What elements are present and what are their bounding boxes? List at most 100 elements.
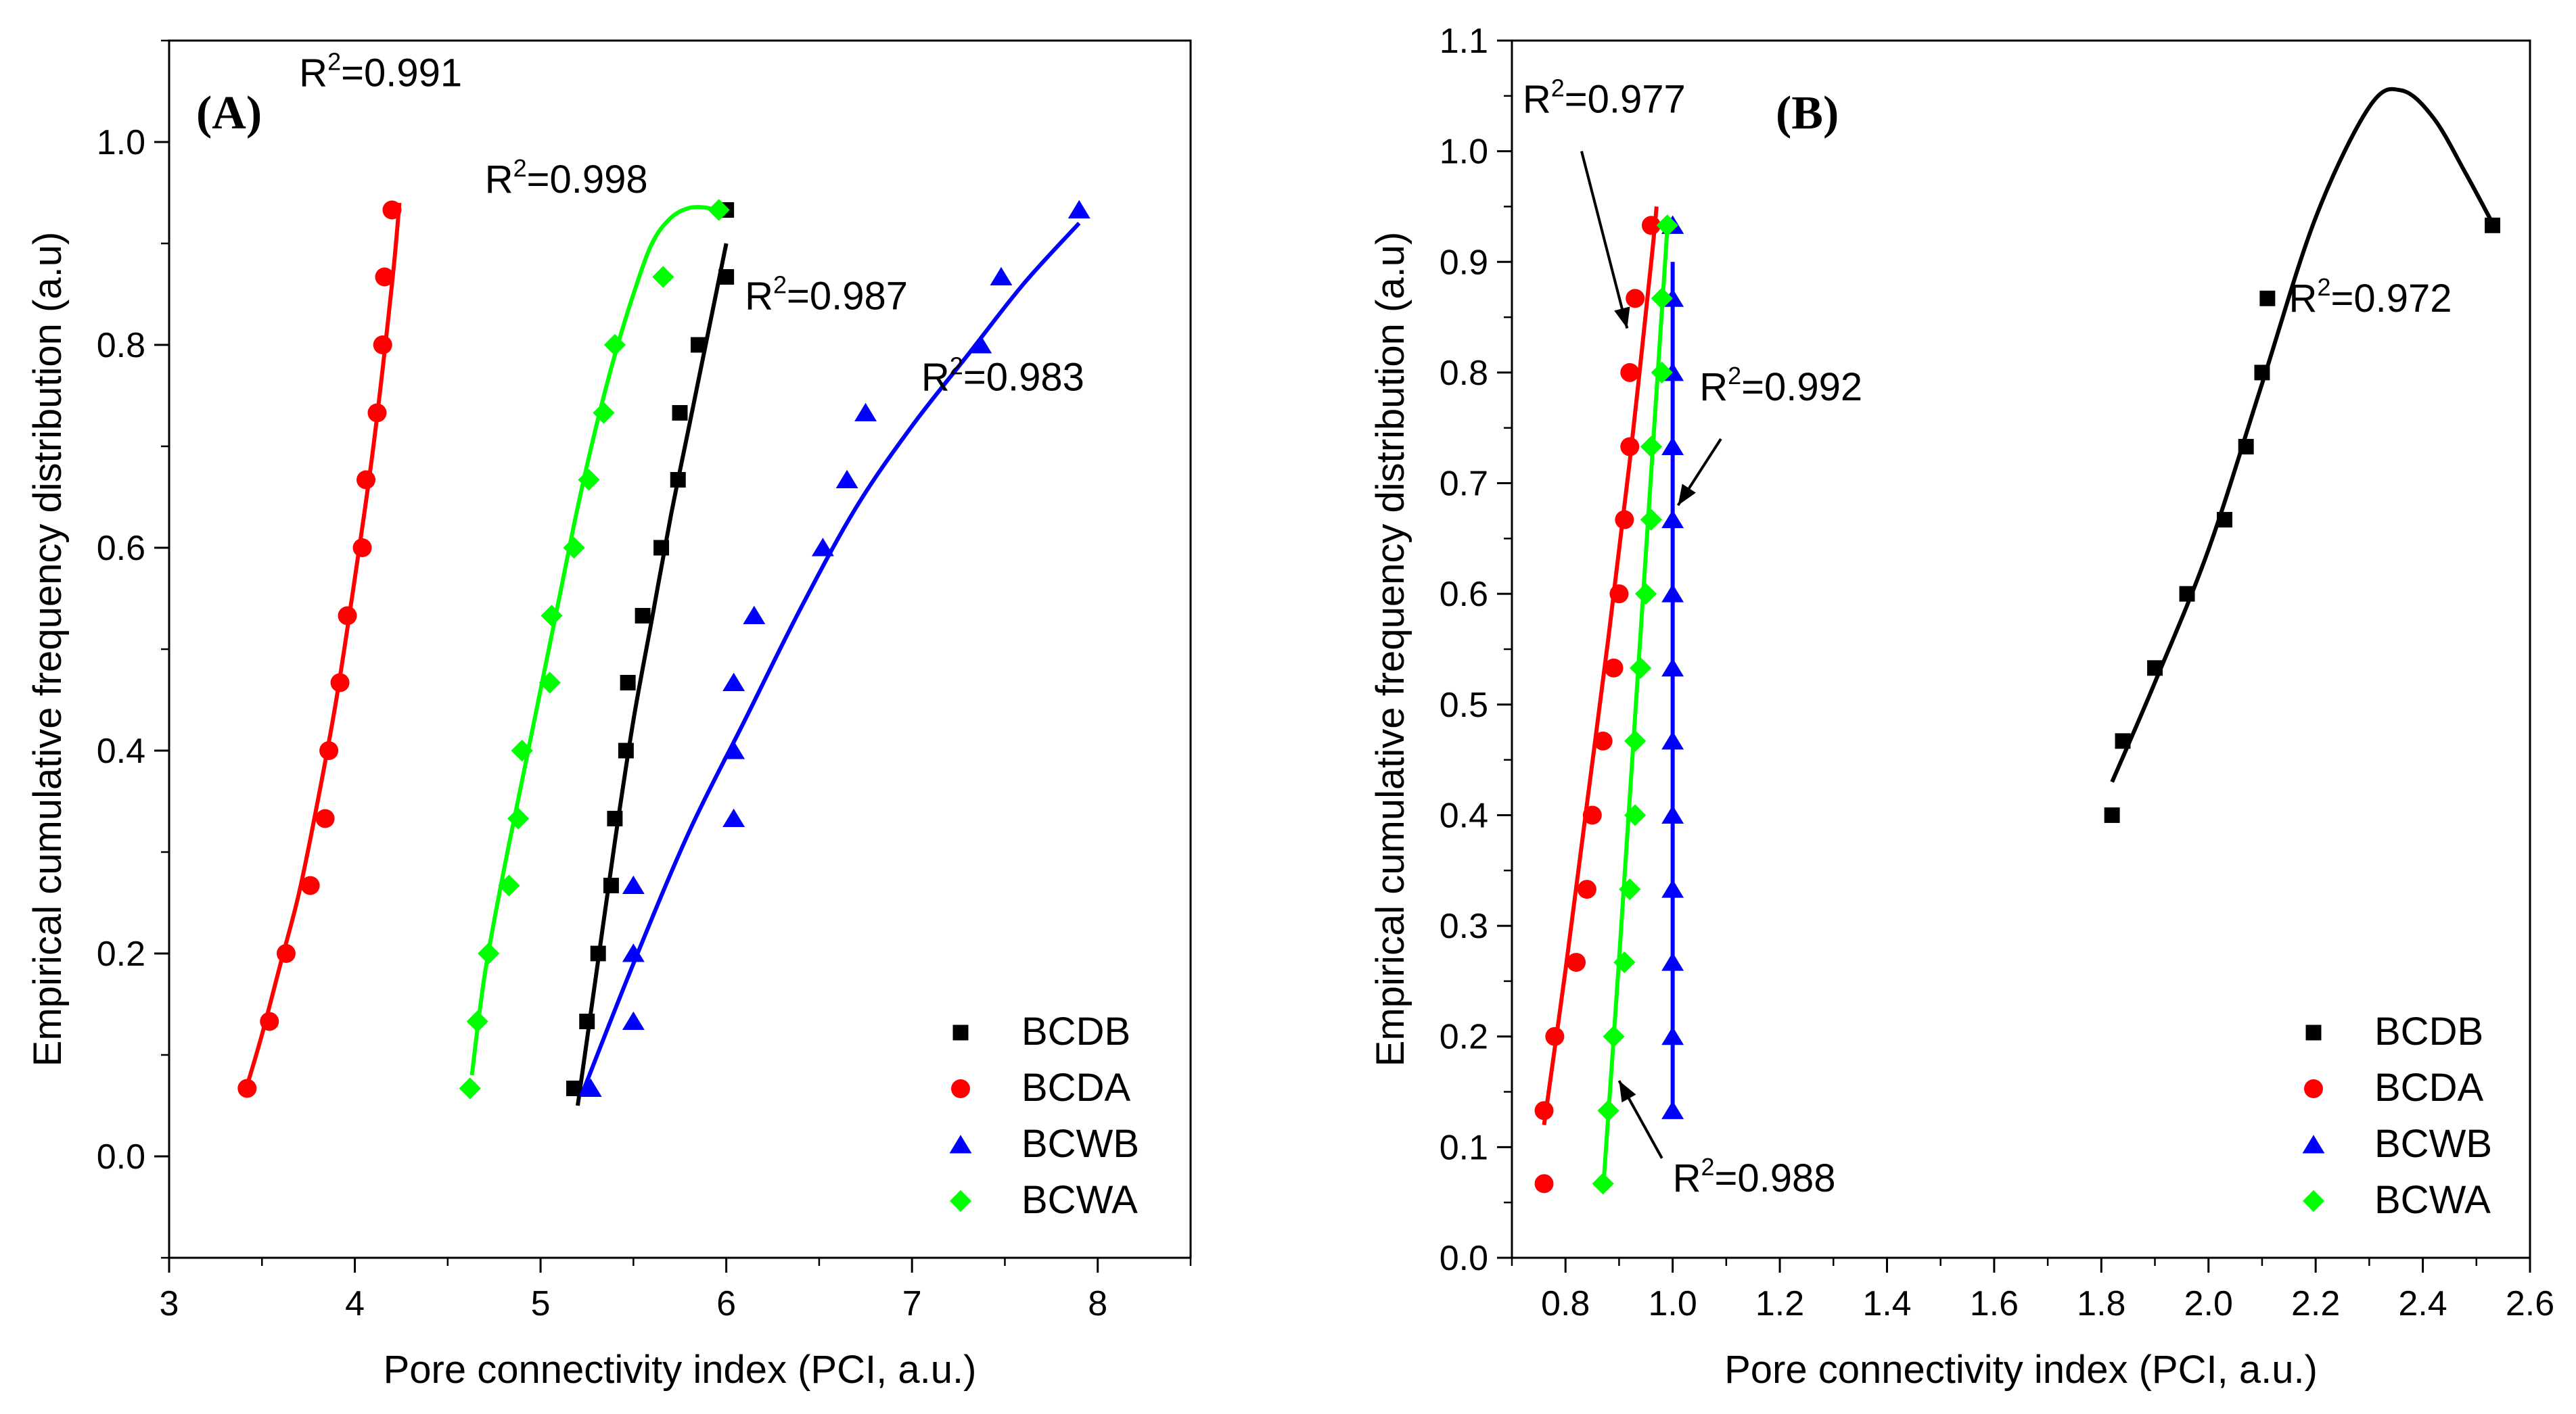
data-point-bcda xyxy=(352,538,372,557)
series-bcdb xyxy=(566,202,735,1106)
r2-annotation-bcwa: R2=0.988 xyxy=(1673,1153,1836,1200)
y-tick-label: 0.4 xyxy=(97,732,145,771)
data-point-bcda xyxy=(367,403,387,423)
data-point-bcda xyxy=(356,470,376,490)
data-point-bcdb xyxy=(672,405,688,421)
annotation-arrow-line xyxy=(1580,151,1629,329)
data-point-bcwb xyxy=(1661,1027,1684,1045)
x-tick-label: 6 xyxy=(716,1284,736,1323)
y-tick-label: 0.0 xyxy=(1440,1239,1488,1278)
data-point-bcwa xyxy=(1640,435,1663,458)
legend-label-bcdb: BCDB xyxy=(2374,1010,2483,1054)
data-point-bcwa xyxy=(538,671,561,694)
y-tick-label: 1.0 xyxy=(97,123,145,162)
data-point-bcdb xyxy=(2217,512,2232,528)
data-point-bcwa xyxy=(1619,878,1641,901)
data-point-bcda xyxy=(375,267,394,287)
series-bcwb xyxy=(579,199,1090,1097)
data-point-bcdb xyxy=(2115,733,2131,749)
fit-curve-bcwb xyxy=(579,221,1081,1097)
x-tick-label: 1.4 xyxy=(1862,1284,1911,1323)
legend-marker-bcwa xyxy=(949,1189,972,1212)
legend: BCDB BCDA BCWB BCWA xyxy=(2302,1010,2492,1222)
annotation-arrow-head xyxy=(1614,306,1630,329)
fit-curve-bcdb xyxy=(2110,87,2495,783)
r2-annotation-bcwb: R2=0.992 xyxy=(1699,362,1862,409)
y-tick-label: 0.4 xyxy=(1440,796,1488,835)
data-point-bcwb xyxy=(622,875,645,894)
data-point-bcdb xyxy=(579,1014,595,1029)
data-point-bcdb xyxy=(2147,660,2163,676)
y-tick-label: 0.3 xyxy=(1440,907,1488,946)
data-point-bcwb xyxy=(1661,1100,1684,1119)
y-tick-label: 0.8 xyxy=(1440,354,1488,393)
data-point-bcdb xyxy=(718,269,735,285)
legend-label-bcdb: BCDB xyxy=(1021,1010,1130,1054)
data-point-bcdb xyxy=(635,608,651,623)
data-point-bcwa xyxy=(511,739,533,762)
data-point-bcwa xyxy=(1592,1173,1614,1195)
x-tick-label: 2.0 xyxy=(2184,1284,2233,1323)
y-tick-label: 0.0 xyxy=(97,1137,145,1177)
y-tick-label: 1.0 xyxy=(1440,133,1488,172)
data-point-bcda xyxy=(1545,1027,1565,1046)
data-point-bcdb xyxy=(690,337,706,353)
data-point-bcwa xyxy=(1613,951,1636,974)
data-point-bcdb xyxy=(2259,290,2276,306)
data-point-bcwb xyxy=(811,538,834,557)
annotation-arrow-head xyxy=(1619,1081,1636,1103)
data-point-bcwa xyxy=(507,807,530,830)
legend: BCDB BCDA BCWB BCWA xyxy=(949,1010,1139,1222)
y-tick-label: 0.8 xyxy=(97,326,145,365)
x-tick-label: 4 xyxy=(345,1284,365,1323)
data-point-bcwb xyxy=(969,335,992,354)
x-tick-label: 2.6 xyxy=(2506,1284,2554,1323)
data-point-bcwa xyxy=(1634,583,1657,605)
y-tick-label: 1.1 xyxy=(1440,22,1488,61)
data-point-bcda xyxy=(1620,437,1640,456)
data-point-bcdb xyxy=(2179,586,2195,602)
legend-marker-bcdb xyxy=(952,1024,969,1041)
data-point-bcwb xyxy=(1661,805,1684,824)
data-point-bcwa xyxy=(1624,730,1647,752)
x-tick-label: 8 xyxy=(1088,1284,1107,1323)
data-point-bcda xyxy=(300,876,320,895)
series-bcwb xyxy=(1661,215,1684,1119)
y-tick-label: 0.2 xyxy=(1440,1018,1488,1057)
data-point-bcda xyxy=(1620,362,1640,382)
series-bcda xyxy=(1534,206,1661,1194)
legend-marker-bcwb xyxy=(949,1135,972,1154)
data-point-bcdb xyxy=(590,945,606,962)
x-tick-label: 1.0 xyxy=(1648,1284,1697,1323)
data-point-bcwa xyxy=(578,469,600,491)
data-point-bcwb xyxy=(722,808,745,827)
data-point-bcdb xyxy=(653,540,670,556)
data-point-bcda xyxy=(1641,216,1661,235)
data-point-bcdb xyxy=(2254,364,2270,381)
legend-label-bcda: BCDA xyxy=(2374,1066,2483,1110)
panel-label: (A) xyxy=(196,87,262,139)
data-point-bcda xyxy=(276,944,296,963)
data-point-bcwb xyxy=(1661,509,1684,529)
data-point-bcda xyxy=(338,606,357,626)
legend-label-bcwa: BCWA xyxy=(2374,1178,2491,1222)
legend-label-bcwb: BCWB xyxy=(2374,1122,2492,1166)
legend-marker-bcwa xyxy=(2302,1189,2325,1212)
legend-marker-bcdb xyxy=(2305,1024,2322,1041)
data-point-bcda xyxy=(315,809,335,828)
data-point-bcwb xyxy=(622,943,645,962)
data-point-bcwb xyxy=(990,266,1013,285)
data-point-bcwa xyxy=(498,874,520,897)
data-point-bcwb xyxy=(1661,731,1684,750)
y-tick-label: 0.2 xyxy=(97,935,145,974)
y-tick-label: 0.9 xyxy=(1440,243,1488,282)
data-point-bcwa xyxy=(1656,214,1678,237)
y-axis-title: Empirical cumulative frequency distribut… xyxy=(26,232,70,1067)
data-point-bcwa xyxy=(652,266,674,288)
data-point-bcda xyxy=(237,1079,257,1098)
x-tick-label: 3 xyxy=(160,1284,179,1323)
data-point-bcwb xyxy=(743,605,766,624)
x-tick-label: 1.6 xyxy=(1970,1284,2019,1323)
data-point-bcdb xyxy=(607,811,623,826)
